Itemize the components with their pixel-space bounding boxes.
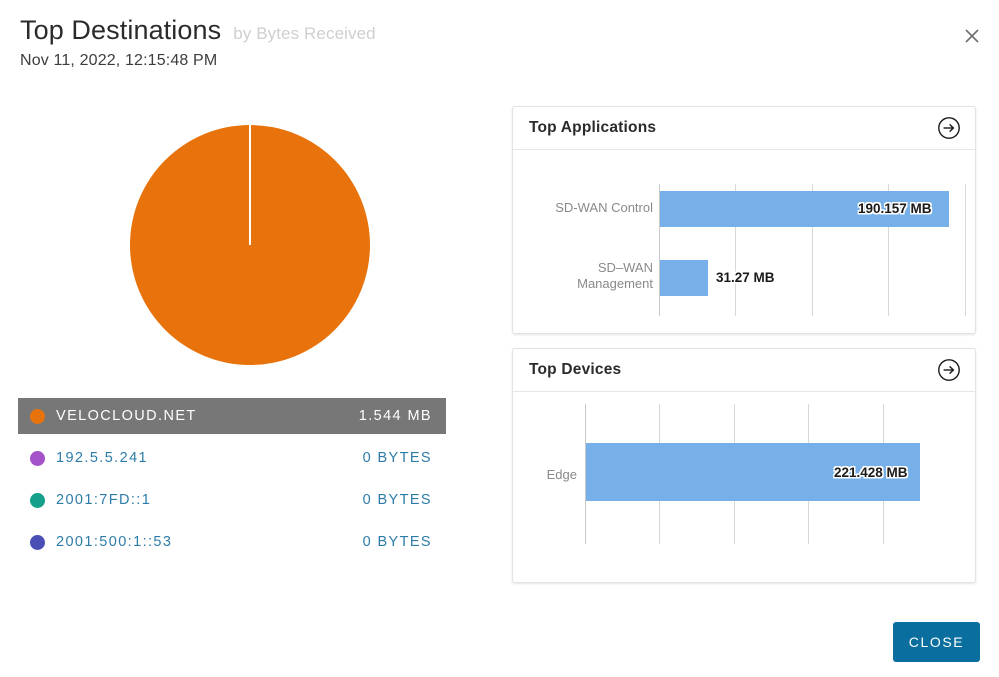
top-devices-card: Top Devices Edge 221.428 MB — [512, 348, 976, 583]
bar-value-label: 221.428 MB — [834, 465, 908, 480]
legend-item-label: VELOCLOUD.NET — [56, 408, 197, 424]
legend-item-label: 192.5.5.241 — [56, 450, 148, 466]
page-title: Top Destinations — [20, 15, 222, 45]
page-subtitle: by Bytes Received — [233, 24, 376, 43]
bar-segment[interactable] — [586, 443, 920, 501]
top-applications-chart: SD-WAN Control 190.157 MB SD–WAN Managem… — [513, 150, 975, 332]
card-title: Top Applications — [529, 119, 657, 136]
list-item[interactable]: 2001:7FD::1 0 BYTES — [18, 482, 446, 518]
list-item[interactable]: VELOCLOUD.NET 1.544 MB — [18, 398, 446, 434]
gridline — [812, 184, 813, 316]
pie-slice-divider — [249, 125, 251, 245]
top-applications-card: Top Applications SD-WAN Control 190.157 … — [512, 106, 976, 334]
legend-item-value: 0 BYTES — [362, 534, 432, 550]
bar-chart-devices: Edge 221.428 MB — [513, 392, 975, 581]
card-header: Top Devices — [513, 349, 975, 392]
bar-category-label: Edge — [546, 467, 577, 482]
bar-segment[interactable] — [660, 191, 949, 227]
legend-color-swatch — [30, 408, 45, 424]
legend-item-label: 2001:7FD::1 — [56, 492, 152, 508]
gridline — [735, 184, 736, 316]
card-header: Top Applications — [513, 107, 975, 150]
gridline — [888, 184, 889, 316]
bar-category-label: SD–WAN Management — [519, 260, 653, 292]
legend-item-value: 0 BYTES — [362, 492, 432, 508]
bar-value-label: 190.157 MB — [858, 201, 932, 216]
arrow-right-circle-icon[interactable] — [937, 116, 961, 140]
list-item[interactable]: 192.5.5.241 0 BYTES — [18, 440, 446, 476]
close-button[interactable]: CLOSE — [893, 622, 980, 662]
legend-color-swatch — [30, 492, 45, 508]
close-icon[interactable] — [958, 22, 986, 50]
destinations-pie-chart[interactable] — [130, 125, 370, 365]
modal-header: Top Destinations by Bytes Received Nov 1… — [20, 15, 960, 70]
arrow-right-circle-icon[interactable] — [937, 358, 961, 382]
bar-chart-applications: SD-WAN Control 190.157 MB SD–WAN Managem… — [513, 150, 975, 332]
legend-list: VELOCLOUD.NET 1.544 MB 192.5.5.241 0 BYT… — [18, 398, 446, 560]
legend-color-swatch — [30, 450, 45, 466]
bar-segment[interactable] — [660, 260, 708, 296]
legend-color-swatch — [30, 534, 45, 550]
card-title: Top Devices — [529, 361, 622, 378]
legend-item-value: 0 BYTES — [362, 450, 432, 466]
list-item[interactable]: 2001:500:1::53 0 BYTES — [18, 524, 446, 560]
top-devices-chart: Edge 221.428 MB — [513, 392, 975, 581]
chart-axis — [659, 184, 660, 316]
bar-value-label: 31.27 MB — [716, 270, 775, 285]
pie-chart-wrapper — [18, 100, 482, 390]
bar-category-label-line: SD–WAN — [597, 260, 653, 275]
gridline — [965, 184, 966, 316]
chart-axis — [585, 404, 586, 544]
timestamp: Nov 11, 2022, 12:15:48 PM — [20, 51, 218, 69]
legend-item-value: 1.544 MB — [358, 408, 432, 424]
destinations-pie-panel: VELOCLOUD.NET 1.544 MB 192.5.5.241 0 BYT… — [18, 100, 482, 560]
bar-category-label: SD-WAN Control — [555, 200, 653, 215]
legend-item-label: 2001:500:1::53 — [56, 534, 173, 550]
bar-category-label-line: Management — [577, 276, 653, 291]
title-row: Top Destinations by Bytes Received — [20, 15, 960, 46]
